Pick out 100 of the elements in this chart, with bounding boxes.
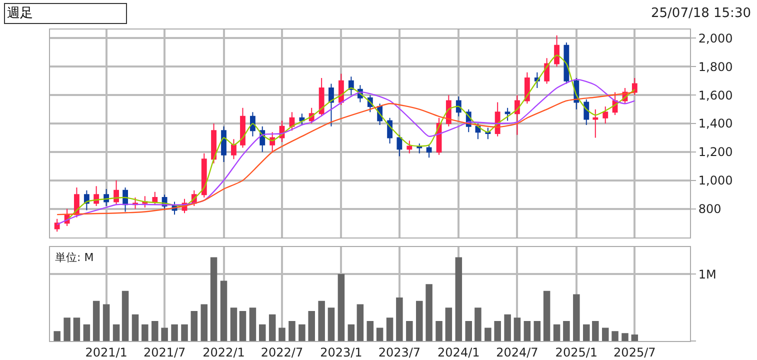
bar	[583, 324, 590, 342]
bar	[563, 321, 570, 342]
bar	[474, 308, 482, 342]
bar	[230, 308, 238, 342]
bar	[455, 257, 462, 342]
bar	[112, 324, 120, 342]
candlestick	[514, 94, 520, 136]
bar	[573, 294, 580, 342]
y-tick-label: 1M	[698, 267, 716, 282]
candlestick	[201, 152, 207, 198]
x-tick-label: 2021/7	[143, 346, 186, 360]
bar	[54, 331, 60, 342]
x-tick-label: 2023/7	[378, 346, 421, 360]
candlestick	[221, 126, 226, 162]
line-series	[56, 92, 636, 216]
candlestick	[231, 138, 236, 160]
candlestick	[592, 108, 598, 138]
candlestick	[406, 140, 412, 154]
bar	[553, 324, 560, 342]
bar	[328, 308, 335, 342]
x-tick-label: 2025/7	[614, 346, 656, 360]
x-tick-label: 2022/1	[202, 346, 245, 360]
candlestick	[396, 134, 402, 157]
candlestick	[348, 76, 354, 96]
bar	[622, 333, 628, 342]
bar	[465, 321, 472, 342]
bar	[445, 308, 452, 342]
bar	[102, 304, 110, 342]
bar	[348, 324, 355, 342]
bar	[338, 274, 345, 342]
bar	[298, 324, 306, 342]
bar	[543, 290, 550, 342]
x-tick-label: 2024/1	[438, 346, 480, 360]
y-tick-label: 1,400	[698, 116, 733, 131]
bar	[612, 331, 618, 342]
bar	[181, 324, 188, 342]
bar	[258, 324, 266, 342]
bar	[83, 324, 90, 342]
bar	[514, 318, 521, 342]
bar	[288, 321, 296, 342]
candlestick	[554, 34, 560, 68]
candlestick	[338, 73, 344, 106]
bar	[376, 328, 384, 342]
bar	[122, 290, 129, 342]
candlestick	[387, 117, 392, 144]
candlestick	[426, 144, 432, 158]
candlestick	[211, 123, 216, 164]
candlestick	[524, 72, 530, 104]
bar	[161, 328, 168, 342]
text: 25/07/18 15:30	[651, 6, 751, 21]
x-tick-label: 2024/7	[496, 346, 538, 360]
bar	[504, 314, 511, 342]
candlestick	[318, 78, 324, 117]
bar	[386, 318, 394, 342]
y-tick-label: 800	[698, 202, 722, 216]
candlestick	[504, 107, 510, 122]
bar	[190, 310, 198, 342]
x-tick-label: 2021/1	[85, 346, 128, 360]
bar	[200, 304, 208, 342]
bar	[484, 328, 492, 342]
x-tick-label: 2023/1	[320, 346, 362, 360]
text: 週足	[7, 6, 124, 21]
x-tick-label: 2025/1	[555, 346, 598, 360]
y-tick-label: 1,600	[698, 88, 733, 102]
y-tick-label: 1,000	[698, 174, 733, 188]
candlestick	[54, 218, 60, 232]
y-tick-label: 1,800	[698, 60, 733, 74]
bar	[142, 324, 148, 342]
bar	[308, 310, 315, 342]
candlestick	[250, 112, 256, 137]
candlestick	[485, 127, 491, 140]
candlestick	[456, 96, 462, 117]
bar	[92, 300, 100, 342]
bar	[406, 321, 413, 342]
x-tick-label: 2022/7	[260, 346, 304, 360]
bar	[64, 318, 70, 342]
bar	[366, 321, 374, 342]
annotation: 単位: M	[55, 251, 94, 264]
line-series	[56, 78, 636, 226]
bar	[278, 328, 286, 342]
candlestick	[602, 106, 608, 124]
bar	[171, 324, 178, 342]
candlestick	[632, 78, 638, 96]
bar	[602, 328, 609, 342]
bar	[534, 321, 541, 342]
y-tick-label: 2,000	[698, 31, 733, 46]
bar	[268, 314, 276, 342]
bar	[436, 321, 442, 342]
candlestick	[328, 83, 334, 127]
candlestick	[152, 191, 158, 206]
bar	[249, 308, 256, 342]
bar	[132, 314, 139, 342]
candlestick	[564, 42, 570, 84]
candlestick	[584, 98, 590, 126]
candlestick	[114, 180, 119, 206]
bar	[524, 321, 531, 342]
bar	[416, 300, 423, 342]
bar	[152, 321, 158, 342]
bar	[396, 298, 403, 342]
bar	[426, 284, 432, 342]
